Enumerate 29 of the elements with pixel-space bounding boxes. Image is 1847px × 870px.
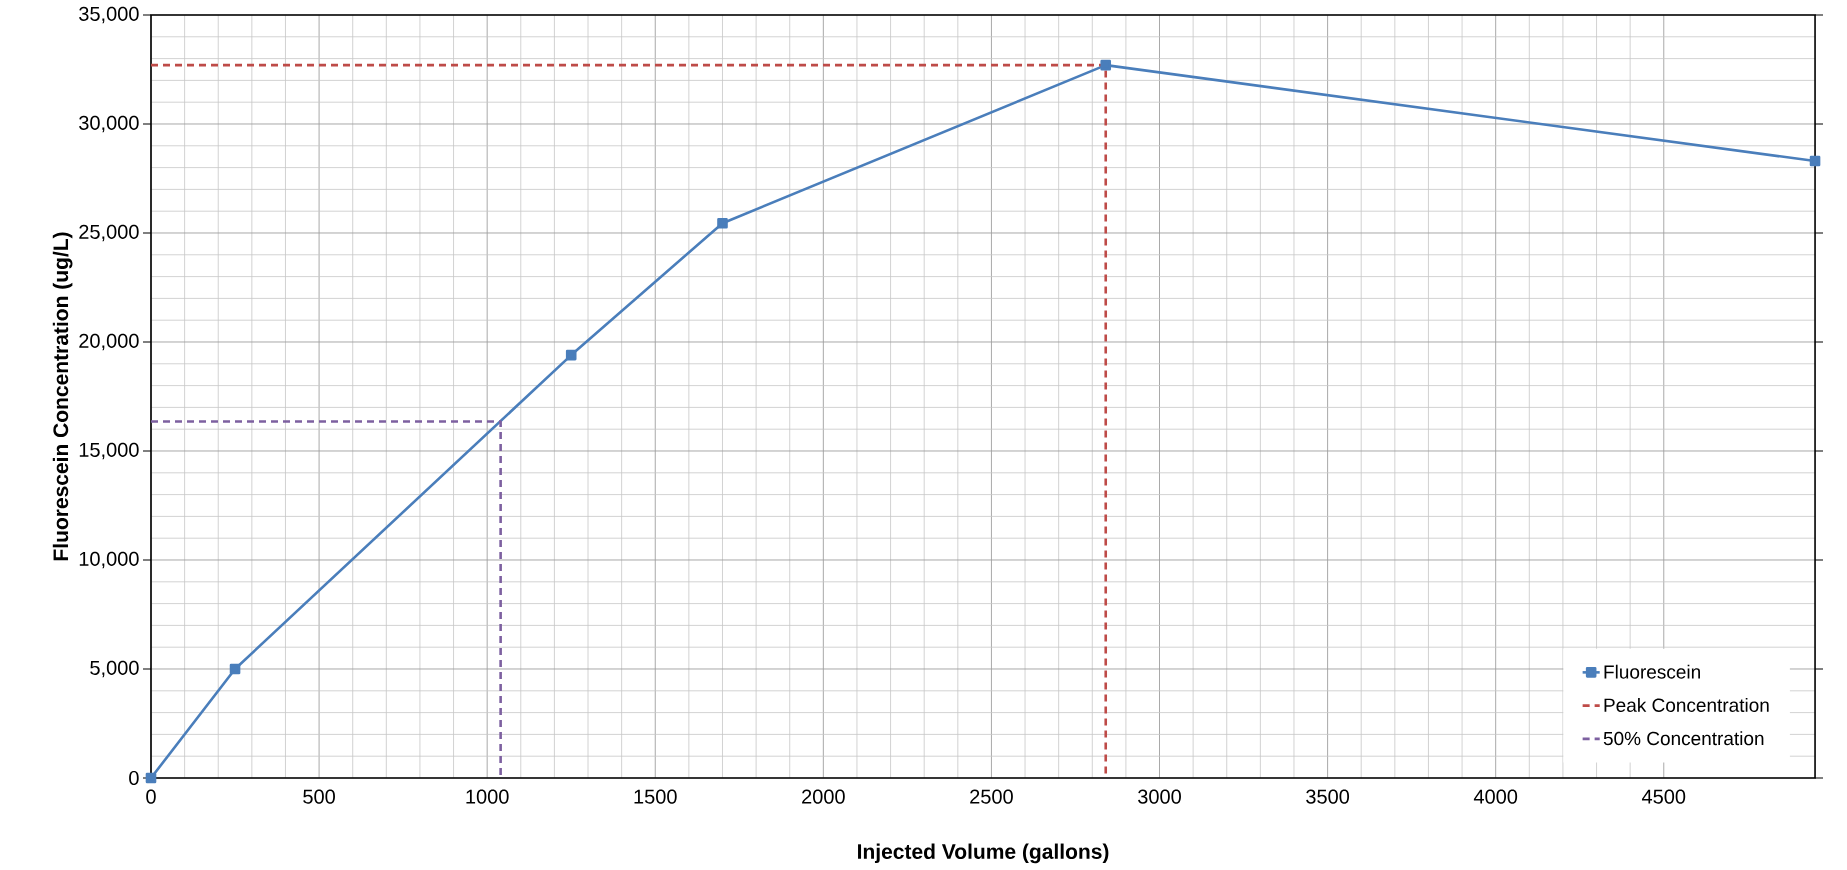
point bbox=[145, 772, 157, 784]
legend-label: 50% Concentration bbox=[1603, 731, 1764, 746]
y-tick-label: 0 bbox=[129, 770, 139, 786]
legend-label: Fluorescein bbox=[1604, 664, 1700, 679]
y-tick-label: 25,000 bbox=[79, 224, 139, 242]
x-tick-label: 2500 bbox=[970, 789, 1013, 804]
x-axis-title: Injected Volume (gallons) bbox=[858, 843, 1109, 864]
x-tick-label: 3500 bbox=[1306, 789, 1350, 804]
x-tick-label: 1000 bbox=[466, 789, 509, 804]
y-tick-label: 5,000 bbox=[90, 660, 139, 678]
y-tick-label: 15,000 bbox=[79, 442, 139, 460]
y-axis-title: Fluorescein Concentration (ug/L) bbox=[52, 232, 73, 561]
y-tick-label: 20,000 bbox=[79, 333, 139, 351]
point bbox=[229, 663, 241, 675]
y-tick-label: 30,000 bbox=[79, 115, 139, 133]
x-tick-label: 3000 bbox=[1138, 789, 1181, 804]
x-tick-label: 4500 bbox=[1641, 789, 1686, 804]
x-tick-label: 4000 bbox=[1473, 789, 1518, 804]
point bbox=[565, 349, 577, 361]
x-tick-label: 2000 bbox=[802, 789, 845, 804]
y-tick-label: 35,000 bbox=[79, 6, 139, 24]
legend-label: Peak Concentration bbox=[1604, 698, 1769, 712]
point bbox=[1100, 59, 1112, 71]
point bbox=[717, 217, 728, 229]
x-tick-label: 0 bbox=[146, 789, 156, 804]
x-tick-label: 500 bbox=[303, 789, 335, 804]
y-tick-label: 10,000 bbox=[79, 551, 139, 569]
x-tick-label: 1500 bbox=[634, 789, 677, 804]
point bbox=[1809, 155, 1821, 167]
